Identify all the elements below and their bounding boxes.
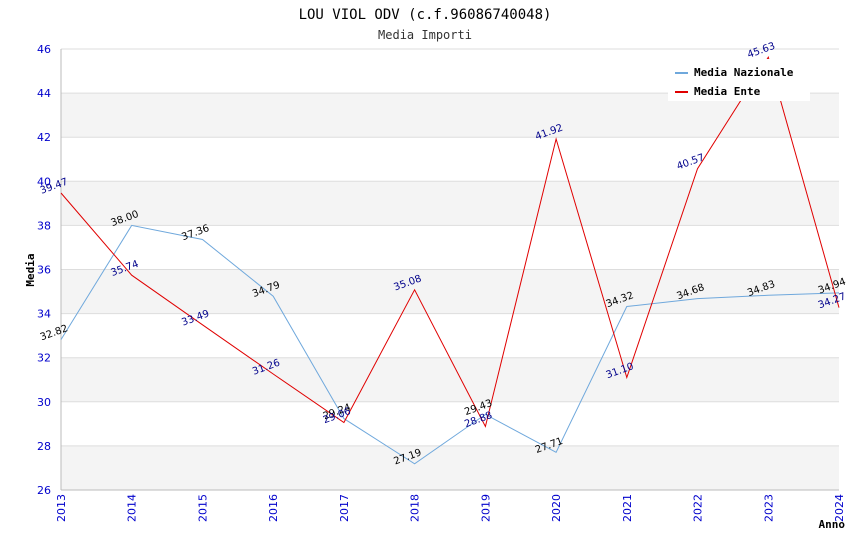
series-line-0 <box>60 224 840 465</box>
x-tick-label: 2019 <box>479 494 492 522</box>
y-tick-label: 38 <box>37 219 51 232</box>
axes <box>60 49 839 491</box>
data-label: 32.82 <box>39 323 70 343</box>
x-tick-labels: 2013 2014 2015 2016 2017 2018 2019 2020 2021 2022… <box>55 494 846 522</box>
y-tick-label: 34 <box>37 308 51 321</box>
band-4 <box>61 269 839 314</box>
y-tick-label: 32 <box>37 352 51 365</box>
data-label: 37.36 <box>180 223 211 243</box>
legend: Media Nazionale Media Ente <box>668 59 810 101</box>
y-tick-label: 30 <box>37 396 51 409</box>
chart-title: LOU VIOL ODV (c.f.96086740048) <box>299 7 552 23</box>
chart-subtitle: Media Importi <box>378 28 472 42</box>
x-tick-label: 2020 <box>550 494 563 522</box>
data-label: 40.57 <box>675 152 706 172</box>
y-tick-label: 40 <box>37 175 51 188</box>
y-tick-label: 28 <box>37 440 51 453</box>
x-tick-label: 2013 <box>55 494 68 522</box>
x-tick-label: 2015 <box>196 494 209 522</box>
x-axis-label: Anno <box>819 518 846 531</box>
grid-lines <box>61 48 839 491</box>
legend-label: Media Ente <box>694 85 761 98</box>
band-2 <box>61 357 839 402</box>
band-6 <box>61 181 839 226</box>
legend-box <box>668 59 810 101</box>
x-tick-label: 2018 <box>409 494 422 522</box>
y-tick-label: 42 <box>37 131 51 144</box>
x-tick-label: 2021 <box>621 494 634 522</box>
series-line-1 <box>60 55 840 428</box>
x-tick-label: 2024 <box>833 494 846 522</box>
x-tick-label: 2014 <box>126 494 139 522</box>
x-tick-label: 2022 <box>692 494 705 522</box>
y-tick-label: 44 <box>37 87 51 100</box>
series-group <box>60 55 840 465</box>
legend-label: Media Nazionale <box>694 66 794 79</box>
x-tick-label: 2016 <box>267 494 280 522</box>
y-tick-label: 36 <box>37 264 51 277</box>
x-tick-label: 2017 <box>338 494 351 522</box>
x-tick-label: 2023 <box>762 494 775 522</box>
y-tick-label: 46 <box>37 43 51 56</box>
data-label: 45.63 <box>746 41 777 61</box>
y-axis-label: Media <box>24 253 37 286</box>
band-0 <box>61 445 839 490</box>
y-tick-labels: 26 28 30 32 34 36 38 40 42 44 46 <box>37 43 51 497</box>
y-tick-label: 26 <box>37 484 51 497</box>
plot-bands <box>61 93 839 490</box>
